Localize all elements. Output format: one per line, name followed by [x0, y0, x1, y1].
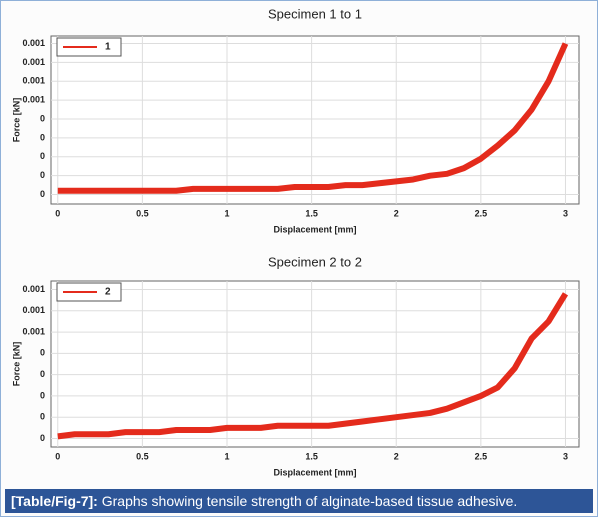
- x-tick-label: 3: [563, 208, 568, 218]
- charts: Specimen 1 to 1000000.0010.0010.0010.001…: [11, 6, 580, 477]
- legend-label: 1: [105, 42, 111, 53]
- y-tick-label: 0.001: [22, 326, 45, 336]
- y-tick-label: 0: [40, 369, 45, 379]
- x-tick-label: 1: [224, 208, 229, 218]
- x-tick-label: 2.5: [475, 208, 488, 218]
- y-tick-label: 0.001: [22, 284, 45, 294]
- chart-title: Specimen 1 to 1: [268, 6, 362, 21]
- y-tick-label: 0.001: [22, 95, 45, 105]
- x-tick-label: 0.5: [136, 451, 149, 461]
- x-axis-label: Displacement [mm]: [273, 467, 356, 477]
- y-tick-label: 0: [40, 132, 45, 142]
- y-tick-label: 0: [40, 412, 45, 422]
- x-tick-label: 2: [394, 451, 399, 461]
- y-tick-label: 0: [40, 189, 45, 199]
- caption: [Table/Fig-7]: Graphs showing tensile st…: [5, 489, 593, 513]
- x-axis-label: Displacement [mm]: [273, 224, 356, 234]
- x-tick-label: 1.5: [305, 451, 318, 461]
- caption-text: Graphs showing tensile strength of algin…: [101, 493, 518, 509]
- plot-area: [50, 280, 580, 448]
- y-tick-label: 0: [40, 390, 45, 400]
- y-axis-label: Force [kN]: [11, 342, 21, 387]
- y-tick-label: 0.001: [22, 57, 45, 67]
- y-tick-label: 0.001: [22, 305, 45, 315]
- y-tick-label: 0: [40, 113, 45, 123]
- y-tick-label: 0: [40, 170, 45, 180]
- plot-area: [50, 35, 580, 205]
- y-tick-label: 0.001: [22, 38, 45, 48]
- x-tick-label: 0: [55, 451, 60, 461]
- legend-label: 2: [105, 287, 111, 298]
- y-tick-label: 0: [40, 348, 45, 358]
- x-tick-label: 0.5: [136, 208, 149, 218]
- data-line: [57, 42, 569, 194]
- y-tick-label: 0: [40, 151, 45, 161]
- y-tick-label: 0.001: [22, 76, 45, 86]
- x-tick-label: 0: [55, 208, 60, 218]
- chart-title: Specimen 2 to 2: [268, 254, 362, 269]
- x-tick-label: 2.5: [475, 451, 488, 461]
- y-tick-label: 0: [40, 433, 45, 443]
- y-axis-label: Force [kN]: [11, 98, 21, 143]
- x-tick-label: 2: [394, 208, 399, 218]
- data-line: [57, 292, 569, 440]
- x-tick-label: 3: [563, 451, 568, 461]
- x-tick-label: 1.5: [305, 208, 318, 218]
- caption-label: [Table/Fig-7]:: [11, 493, 98, 509]
- x-tick-label: 1: [224, 451, 229, 461]
